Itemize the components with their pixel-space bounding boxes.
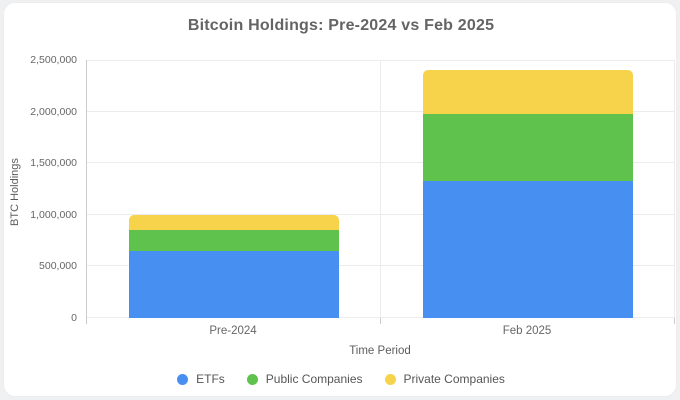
y-tick-label: 2,500,000 [30, 54, 77, 66]
y-tick-label: 0 [71, 312, 77, 324]
legend-swatch-public-companies-icon [246, 373, 258, 385]
y-tick-label: 1,000,000 [30, 208, 77, 221]
x-axis-title: Time Period [349, 345, 411, 357]
chart-legend: ETFs Public Companies Private Companies [4, 369, 678, 389]
legend-label-private-companies: Private Companies [403, 372, 505, 386]
bar-segment-pre-2024-public-companies[interactable] [129, 230, 339, 251]
gridline-y-1000000 [87, 213, 675, 215]
y-axis-tick-labels: 0 500,000 1,000,000 1,500,000 2,000,000 2,500… [4, 54, 77, 324]
x-tick-label-pre-2024: Pre-2024 [209, 325, 257, 337]
gridline-x-boundary [380, 60, 381, 318]
legend-item-public-companies[interactable]: Public Companies [246, 372, 363, 386]
x-axis-tick-mark [674, 318, 675, 324]
y-tick-label: 500,000 [39, 260, 77, 273]
gridline-x-boundary [674, 60, 675, 318]
legend-label-public-companies: Public Companies [265, 372, 363, 386]
x-axis-tick-mark [86, 318, 87, 324]
x-axis-tick-mark [380, 318, 381, 324]
gridline-y-1500000 [87, 162, 675, 164]
gridline-y-500000 [87, 265, 675, 267]
bar-segment-pre-2024-etfs[interactable] [129, 250, 339, 318]
legend-label-etfs: ETFs [196, 372, 225, 386]
y-tick-label: 2,000,000 [30, 105, 77, 118]
bar-segment-pre-2024-private-companies[interactable] [129, 214, 339, 231]
chart-card: Bitcoin Holdings: Pre-2024 vs Feb 2025 B… [3, 2, 677, 397]
gridline-y-2500000 [87, 60, 675, 61]
gridline-y-0 [87, 317, 675, 318]
legend-item-private-companies[interactable]: Private Companies [384, 372, 505, 386]
x-tick-label-feb-2025: Feb 2025 [502, 325, 552, 337]
gridline-y-2000000 [87, 110, 675, 112]
legend-item-etfs[interactable]: ETFs [177, 372, 225, 386]
bar-segment-feb-2025-etfs[interactable] [423, 180, 633, 318]
y-tick-label: 1,500,000 [30, 157, 77, 170]
x-axis-tick-labels: Pre-2024 Feb 2025 [86, 325, 674, 339]
chart-title: Bitcoin Holdings: Pre-2024 vs Feb 2025 [187, 17, 495, 34]
bar-segment-feb-2025-public-companies[interactable] [423, 113, 633, 181]
legend-swatch-private-companies-icon [384, 373, 396, 385]
bar-segment-feb-2025-private-companies[interactable] [423, 70, 633, 114]
legend-swatch-etfs-icon [177, 373, 189, 385]
plot-area [86, 60, 675, 324]
